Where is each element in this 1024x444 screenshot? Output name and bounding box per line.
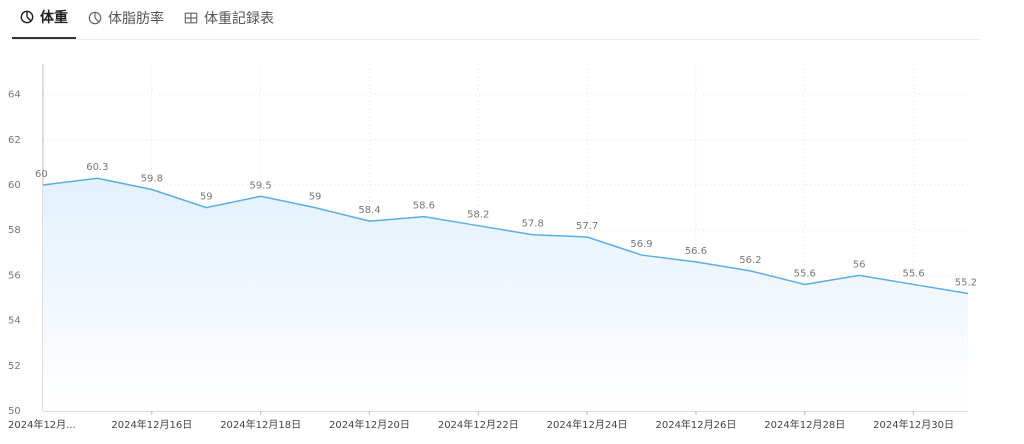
y-tick-label: 64 xyxy=(8,90,21,101)
tab-body-fat[interactable]: 体脂肪率 xyxy=(80,1,172,39)
tab-bar: 体重 体脂肪率 体重記録表 xyxy=(12,0,980,40)
x-tick-label: 2024年12月28日 xyxy=(764,418,845,431)
x-axis: 2024年12月... 2024年12月16日 2024年12月18日 2024年12… xyxy=(8,410,968,431)
data-label: 57.7 xyxy=(576,221,598,232)
data-label: 56 xyxy=(853,259,866,270)
data-label: 56.6 xyxy=(685,246,707,257)
pie-chart-icon xyxy=(88,11,102,25)
y-tick-label: 50 xyxy=(8,406,21,417)
data-label: 59 xyxy=(309,192,322,203)
data-label: 58.4 xyxy=(358,205,380,216)
data-label: 58.6 xyxy=(413,201,435,212)
pie-chart-icon xyxy=(20,10,34,24)
x-tick-label: 2024年12月18日 xyxy=(220,418,301,431)
x-tick-label: 2024年12月26日 xyxy=(655,418,736,431)
data-label: 57.8 xyxy=(522,219,544,230)
y-tick-label: 58 xyxy=(8,225,21,236)
data-label: 59.8 xyxy=(141,174,163,185)
y-tick-label: 52 xyxy=(8,361,21,372)
weight-series xyxy=(42,177,969,411)
x-tick-label: 2024年12月22日 xyxy=(438,418,519,431)
y-tick-label: 62 xyxy=(8,135,21,146)
table-icon xyxy=(184,11,198,25)
x-tick-label: 2024年12月... xyxy=(8,418,76,431)
data-label: 60.3 xyxy=(86,162,108,173)
tab-body-fat-label: 体脂肪率 xyxy=(108,11,164,27)
x-tick-label: 2024年12月16日 xyxy=(111,418,192,431)
data-label: 55.6 xyxy=(902,268,924,279)
y-axis: 50 52 54 56 58 60 62 64 xyxy=(8,64,44,417)
x-tick-label: 2024年12月24日 xyxy=(547,418,628,431)
tab-weight[interactable]: 体重 xyxy=(12,1,76,39)
data-label: 55.2 xyxy=(955,277,977,288)
tab-weight-table-label: 体重記録表 xyxy=(204,11,274,27)
y-tick-label: 56 xyxy=(8,270,21,281)
data-label: 59 xyxy=(200,192,213,203)
data-labels: 60 60.3 59.8 59 59.5 59 58.4 58.6 58.2 57.8 57.7 56… xyxy=(35,162,977,288)
data-label: 58.2 xyxy=(467,210,489,221)
x-tick-label: 2024年12月20日 xyxy=(329,418,410,431)
data-label: 56.9 xyxy=(630,239,652,250)
tab-weight-label: 体重 xyxy=(40,10,68,26)
data-label: 60 xyxy=(35,169,48,180)
data-label: 56.2 xyxy=(739,255,761,266)
y-tick-label: 60 xyxy=(8,180,21,191)
data-label: 59.5 xyxy=(250,180,272,191)
tab-weight-table[interactable]: 体重記録表 xyxy=(176,1,282,39)
data-label: 55.6 xyxy=(794,268,816,279)
weight-area xyxy=(43,178,968,411)
y-tick-label: 54 xyxy=(8,316,21,327)
weight-line xyxy=(42,177,969,295)
x-tick-label: 2024年12月30日 xyxy=(873,418,954,431)
